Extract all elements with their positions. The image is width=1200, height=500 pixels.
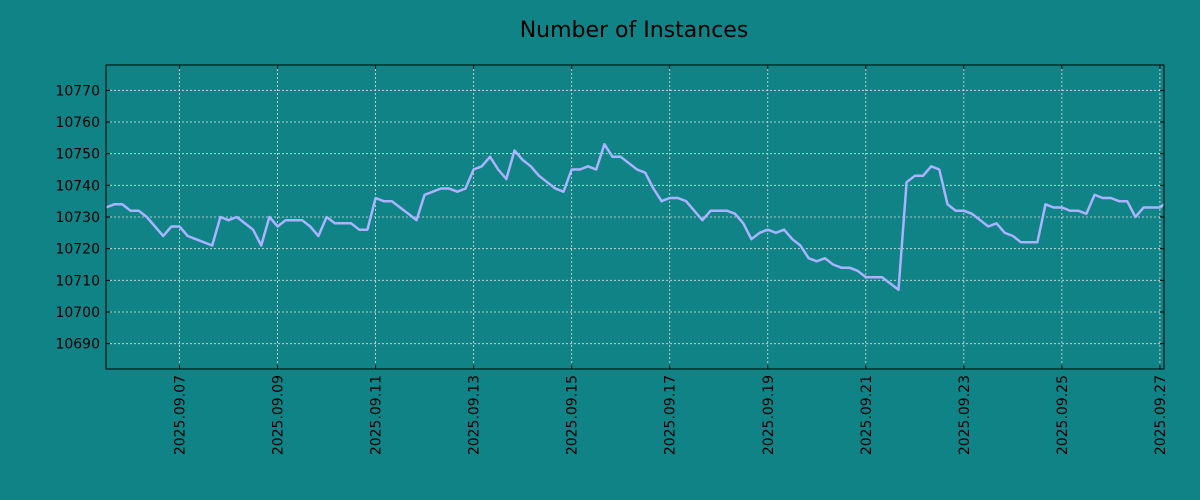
x-tick-label: 2025.09.19 <box>761 375 777 455</box>
x-tick-label: 2025.09.15 <box>565 375 581 455</box>
y-tick-label: 10690 <box>55 337 100 353</box>
y-tick-label: 10740 <box>55 178 100 194</box>
x-tick-label: 2025.09.11 <box>369 375 385 455</box>
x-tick-label: 2025.09.25 <box>1055 375 1071 455</box>
chart-title: Number of Instances <box>520 18 749 43</box>
y-tick-label: 10700 <box>55 305 100 321</box>
y-tick-label: 10760 <box>55 115 100 131</box>
grid-lines <box>106 65 1164 369</box>
x-tick-label: 2025.09.09 <box>271 375 287 455</box>
x-tick-label: 2025.09.07 <box>173 375 189 455</box>
x-axis-tick-labels: 2025.09.07 2025.09.09 2025.09.11 2025.09.13… <box>173 375 1169 455</box>
x-tick-label: 2025.09.27 <box>1153 375 1169 455</box>
y-tick-label: 10770 <box>55 83 100 99</box>
y-tick-label: 10750 <box>55 147 100 163</box>
series-line <box>105 142 1165 292</box>
x-tick-label: 2025.09.17 <box>663 375 679 455</box>
series-layer <box>105 142 1165 292</box>
y-tick-label: 10730 <box>55 210 100 226</box>
y-tick-label: 10720 <box>55 242 100 258</box>
axis-ticks <box>106 65 1164 369</box>
y-tick-label: 10710 <box>55 273 100 289</box>
x-tick-label: 2025.09.13 <box>467 375 483 455</box>
x-tick-label: 2025.09.23 <box>957 375 973 455</box>
y-axis-tick-labels: 10690 10700 10710 10720 10730 10740 10750 10760… <box>55 83 100 352</box>
x-tick-label: 2025.09.21 <box>859 375 875 455</box>
